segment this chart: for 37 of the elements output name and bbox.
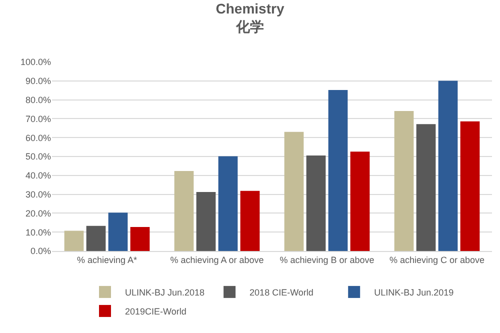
x-tick-label: % achieving A*	[76, 254, 138, 265]
chart-subtitle: 化学	[235, 18, 264, 35]
bar	[130, 227, 150, 251]
bar	[416, 124, 436, 251]
y-tick-label: 30.0%	[25, 189, 51, 200]
bar	[64, 230, 84, 251]
y-tick-label: 0.0%	[30, 246, 51, 256]
y-tick-label: 40.0%	[25, 170, 51, 181]
bar	[196, 192, 216, 251]
chart-title: Chemistry	[216, 0, 284, 16]
y-tick-label: 80.0%	[25, 94, 51, 105]
x-tick-label: % achieving B or above	[280, 254, 374, 265]
legend-label: 2019CIE-World	[125, 306, 186, 316]
bar	[394, 110, 414, 251]
x-tick-label: % achieving A or above	[170, 254, 264, 265]
bar	[240, 190, 260, 251]
bar	[438, 80, 458, 251]
y-tick-label: 50.0%	[25, 152, 51, 162]
bar	[284, 132, 304, 251]
legend-label: ULINK-BJ Jun.2018	[125, 287, 205, 298]
legend-label: ULINK-BJ Jun.2019	[374, 287, 454, 298]
y-tick-label: 100.0%	[20, 57, 51, 68]
bar	[350, 152, 370, 251]
y-tick-label: 10.0%	[25, 227, 51, 238]
bar	[328, 90, 348, 251]
y-tick-label: 90.0%	[25, 76, 51, 86]
bar	[108, 212, 128, 251]
bar	[86, 226, 106, 251]
legend-label: 2018 CIE-World	[250, 287, 314, 298]
bar	[218, 156, 238, 251]
bar	[460, 121, 480, 251]
y-tick-label: 60.0%	[25, 132, 51, 143]
bar	[174, 171, 194, 251]
y-tick-label: 70.0%	[25, 114, 51, 124]
y-tick-label: 20.0%	[25, 208, 51, 218]
bar	[306, 156, 326, 251]
x-tick-label: % achieving C or above	[389, 254, 485, 265]
